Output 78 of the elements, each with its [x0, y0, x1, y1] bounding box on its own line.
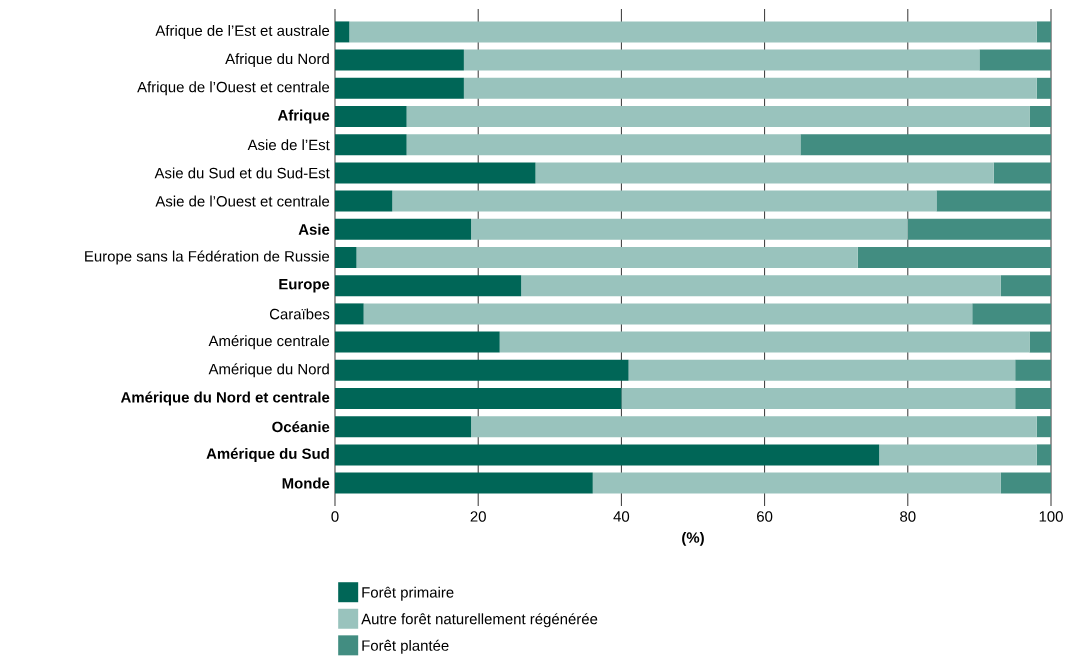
bar: [1029, 331, 1051, 353]
bar: [1036, 416, 1051, 438]
bar: [406, 134, 801, 156]
y-tick-label: Asie de l’Ouest et centrale: [155, 195, 330, 207]
bar: [349, 21, 1037, 43]
bar: [335, 444, 880, 466]
x-tick-label: 20: [470, 511, 486, 522]
bar: [463, 49, 980, 71]
y-tick-label: Amérique du Nord et centrale: [120, 391, 330, 406]
y-tick-label: Océanie: [272, 421, 330, 433]
bar: [979, 49, 1051, 71]
y-tick-label: Monde: [282, 477, 330, 489]
y-tick-label: Amérique du Sud: [206, 447, 329, 462]
x-tick-label: 0: [331, 511, 339, 522]
y-tick-label: Caraïbes: [269, 308, 330, 320]
bar: [1036, 444, 1051, 466]
bar: [335, 416, 472, 438]
bar: [363, 303, 973, 325]
bar: [335, 218, 472, 240]
legend-label: Forêt plantée: [362, 639, 449, 654]
bar: [535, 162, 994, 184]
bar: [335, 49, 464, 71]
bar: [356, 247, 858, 268]
bar: [335, 77, 464, 99]
bar: [879, 444, 1037, 466]
x-tick-label: 80: [900, 511, 916, 522]
bar: [936, 190, 1051, 212]
bar: [857, 247, 1051, 268]
y-tick-label: Afrique du Nord: [225, 53, 329, 68]
bar: [335, 134, 407, 156]
x-tick-label: 100: [1039, 511, 1063, 522]
bar: [907, 218, 1051, 240]
x-tick-label: 60: [757, 511, 773, 522]
y-tick-label: Afrique: [277, 109, 330, 124]
y-tick-label: Europe: [279, 279, 330, 293]
y-tick-label: Amérique du Nord: [208, 363, 329, 378]
bar: [335, 106, 407, 128]
bar: [335, 388, 622, 409]
bar: [1036, 77, 1051, 99]
legend-label: Forêt primaire: [362, 586, 454, 601]
bar: [621, 388, 1016, 409]
y-tick-label: Amérique centrale: [208, 335, 330, 350]
bar: [335, 247, 357, 268]
bar: [1000, 275, 1051, 297]
bar: [592, 472, 1001, 494]
bar: [335, 162, 536, 184]
bar: [972, 303, 1051, 325]
bar: [521, 275, 1001, 297]
y-tick-label: Afrique de l’Ouest et centrale: [137, 81, 330, 96]
y-tick-label: Afrique de l’Est et australe: [155, 24, 330, 39]
bar: [335, 275, 522, 297]
bar: [335, 472, 593, 494]
bar: [463, 77, 1037, 99]
x-tick-label: 40: [613, 511, 630, 522]
bar: [800, 134, 1051, 156]
y-tick-label: Asie: [298, 223, 330, 235]
bar: [335, 21, 350, 43]
bar: [392, 190, 937, 212]
bar: [471, 218, 908, 240]
bar: [335, 190, 393, 212]
x-axis-title: (%): [682, 531, 704, 546]
bar: [335, 303, 364, 325]
bar: [1029, 106, 1051, 128]
bar: [628, 359, 1016, 381]
bar: [1036, 21, 1051, 43]
y-tick-label: Europe sans la Fédération de Russie: [85, 250, 330, 265]
bar: [335, 359, 629, 381]
y-tick-label: Asie du Sud et du Sud-Est: [154, 167, 330, 179]
bar: [1000, 472, 1051, 494]
y-tick-label: Asie de l’Est: [247, 139, 330, 151]
bar: [471, 416, 1037, 438]
bar: [993, 162, 1051, 184]
bar: [1015, 359, 1051, 381]
bar: [499, 331, 1030, 353]
bar: [406, 106, 1030, 128]
bar: [1015, 388, 1051, 409]
bar: [335, 331, 500, 353]
legend-label: Autre forêt naturellement régénérée: [361, 613, 598, 628]
